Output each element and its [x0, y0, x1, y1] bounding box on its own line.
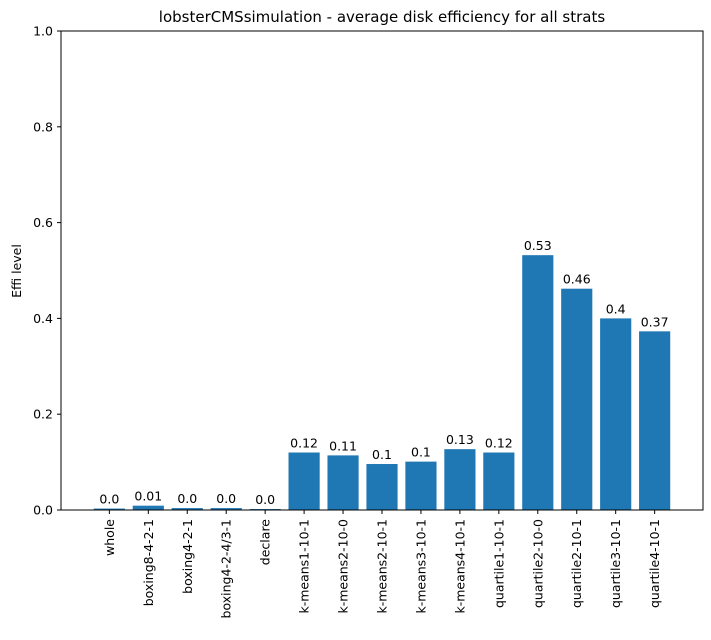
bar-10 — [483, 452, 515, 510]
x-axis-ticks: whole boxing8-4-2-1 boxing4-2-1 boxing4-2-4… — [102, 510, 662, 618]
x-tick-label-0: whole — [102, 519, 117, 556]
bar-value-label-14: 0.37 — [641, 314, 669, 329]
x-tick-label-1: boxing8-4-2-1 — [141, 519, 156, 606]
bar-value-label-4: 0.0 — [255, 492, 275, 507]
x-tick-label-6: k-means2-10-0 — [336, 519, 351, 614]
x-tick-label-13: quartile3-10-1 — [608, 519, 623, 608]
y-axis-ticks: 0.0 0.2 0.4 0.6 0.8 1.0 — [33, 24, 61, 518]
y-axis-label: Effi level — [9, 244, 24, 298]
bar-value-label-3: 0.0 — [216, 491, 236, 506]
bar-14 — [639, 331, 671, 510]
plot-frame — [60, 30, 704, 511]
bar-0 — [93, 508, 125, 510]
x-tick-label-14: quartile4-10-1 — [647, 519, 662, 608]
bar-value-label-7: 0.1 — [372, 447, 392, 462]
x-tick-label-10: quartile1-10-1 — [491, 519, 506, 608]
bar-value-label-6: 0.11 — [329, 438, 357, 453]
bar-3 — [210, 508, 242, 510]
bar-value-label-10: 0.12 — [485, 436, 513, 451]
x-tick-label-8: k-means3-10-1 — [413, 519, 428, 614]
y-tick-label-1: 0.2 — [33, 407, 53, 422]
bar-value-label-8: 0.1 — [411, 445, 431, 460]
bar-value-label-12: 0.46 — [563, 272, 591, 287]
bar-value-label-5: 0.12 — [290, 436, 318, 451]
x-tick-label-4: declare — [258, 519, 273, 565]
bar-labels-layer: 0.0 0.01 0.0 0.0 0.0 0.12 0.11 0.1 0.1 0.13 0.12 0.… — [99, 238, 668, 507]
y-tick-label-3: 0.6 — [33, 215, 53, 230]
x-tick-label-11: quartile2-10-0 — [530, 519, 545, 608]
bars-layer — [93, 255, 671, 510]
x-tick-label-5: k-means1-10-1 — [297, 519, 312, 614]
bar-12 — [561, 288, 593, 510]
bar-2 — [171, 508, 203, 510]
bar-value-label-11: 0.53 — [524, 238, 552, 253]
x-tick-label-12: quartile2-10-1 — [569, 519, 584, 608]
y-tick-label-0: 0.0 — [33, 503, 53, 518]
bar-13 — [600, 318, 632, 510]
x-tick-label-7: k-means2-10-1 — [375, 519, 390, 614]
x-tick-label-3: boxing4-2-4/3-1 — [219, 519, 234, 618]
bar-value-label-1: 0.01 — [134, 489, 162, 504]
bar-7 — [366, 464, 398, 510]
x-tick-label-9: k-means4-10-1 — [452, 519, 467, 614]
bar-1 — [132, 505, 164, 510]
bar-value-label-9: 0.13 — [446, 432, 474, 447]
bar-5 — [288, 452, 320, 510]
bar-6 — [327, 455, 359, 510]
y-tick-label-5: 1.0 — [33, 24, 53, 39]
x-tick-label-2: boxing4-2-1 — [180, 519, 195, 594]
bar-11 — [522, 255, 554, 510]
bar-value-label-0: 0.0 — [99, 492, 119, 507]
bar-value-label-13: 0.4 — [606, 301, 626, 316]
chart-title: lobsterCMSsimulation - average disk effi… — [159, 8, 606, 26]
y-tick-label-4: 0.8 — [33, 119, 53, 134]
bar-9 — [444, 449, 476, 510]
y-tick-label-2: 0.4 — [33, 311, 53, 326]
bar-8 — [405, 461, 437, 510]
bar-value-label-2: 0.0 — [177, 491, 197, 506]
